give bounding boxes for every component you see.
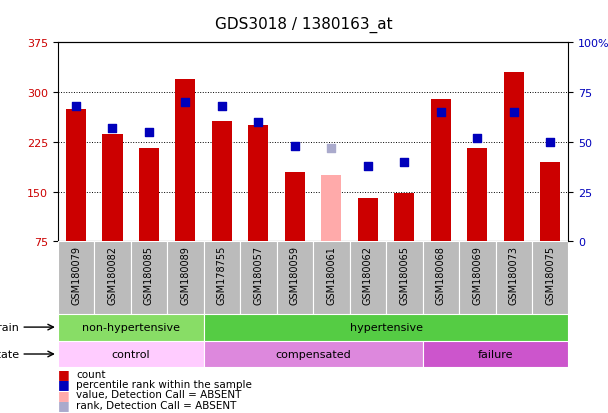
Bar xyxy=(175,80,195,242)
Text: ■: ■ xyxy=(58,367,69,380)
Text: GSM180065: GSM180065 xyxy=(399,245,409,304)
Text: count: count xyxy=(76,369,106,379)
Text: value, Detection Call = ABSENT: value, Detection Call = ABSENT xyxy=(76,389,241,399)
Bar xyxy=(167,242,204,314)
Bar xyxy=(423,242,459,314)
Point xyxy=(363,163,373,170)
Point xyxy=(545,139,555,146)
Bar xyxy=(94,242,131,314)
Text: hypertensive: hypertensive xyxy=(350,322,423,332)
Text: GSM180079: GSM180079 xyxy=(71,245,81,304)
Bar xyxy=(430,100,451,242)
Text: GSM180061: GSM180061 xyxy=(326,245,336,304)
Bar xyxy=(277,242,313,314)
Text: non-hypertensive: non-hypertensive xyxy=(81,322,180,332)
Bar xyxy=(204,314,568,341)
Point xyxy=(254,119,263,126)
Text: GSM180059: GSM180059 xyxy=(290,245,300,304)
Text: GSM180062: GSM180062 xyxy=(363,245,373,304)
Point xyxy=(108,125,117,132)
Bar xyxy=(321,176,341,242)
Point xyxy=(472,135,482,142)
Point xyxy=(144,129,154,136)
Text: GSM180069: GSM180069 xyxy=(472,245,482,304)
Bar xyxy=(212,121,232,242)
Bar xyxy=(204,242,240,314)
Bar xyxy=(532,242,568,314)
Text: GSM180082: GSM180082 xyxy=(108,245,117,304)
Bar xyxy=(66,109,86,242)
Text: GSM180075: GSM180075 xyxy=(545,245,555,304)
Bar xyxy=(139,149,159,242)
Bar xyxy=(423,341,568,368)
Bar xyxy=(131,242,167,314)
Text: ■: ■ xyxy=(58,388,69,401)
Text: ■: ■ xyxy=(58,377,69,391)
Bar xyxy=(285,172,305,242)
Bar xyxy=(358,199,378,242)
Bar xyxy=(204,341,423,368)
Text: compensated: compensated xyxy=(275,349,351,359)
Point xyxy=(436,109,446,116)
Text: GSM180073: GSM180073 xyxy=(509,245,519,304)
Bar xyxy=(58,242,94,314)
Text: GSM178755: GSM178755 xyxy=(217,245,227,304)
Bar xyxy=(350,242,386,314)
Text: percentile rank within the sample: percentile rank within the sample xyxy=(76,379,252,389)
Point xyxy=(399,159,409,166)
Bar xyxy=(503,73,524,242)
Bar xyxy=(386,242,423,314)
Point xyxy=(181,100,190,106)
Bar xyxy=(102,135,122,242)
Text: GSM180057: GSM180057 xyxy=(254,245,263,304)
Point xyxy=(509,109,519,116)
Text: ■: ■ xyxy=(58,398,69,411)
Text: failure: failure xyxy=(478,349,513,359)
Bar xyxy=(394,193,414,242)
Bar xyxy=(58,314,204,341)
Text: GSM180089: GSM180089 xyxy=(181,245,190,304)
Text: GDS3018 / 1380163_at: GDS3018 / 1380163_at xyxy=(215,17,393,33)
Point xyxy=(71,104,81,110)
Text: disease state: disease state xyxy=(0,349,19,359)
Point xyxy=(326,145,336,152)
Text: control: control xyxy=(111,349,150,359)
Point xyxy=(290,143,300,150)
Text: rank, Detection Call = ABSENT: rank, Detection Call = ABSENT xyxy=(76,400,237,410)
Bar xyxy=(540,162,561,242)
Bar xyxy=(248,126,268,242)
Bar xyxy=(313,242,350,314)
Text: GSM180068: GSM180068 xyxy=(436,245,446,304)
Text: strain: strain xyxy=(0,322,19,332)
Text: GSM180085: GSM180085 xyxy=(144,245,154,304)
Bar xyxy=(459,242,496,314)
Point xyxy=(217,104,227,110)
Bar xyxy=(496,242,532,314)
Bar xyxy=(240,242,277,314)
Bar xyxy=(467,149,487,242)
Bar xyxy=(58,341,204,368)
